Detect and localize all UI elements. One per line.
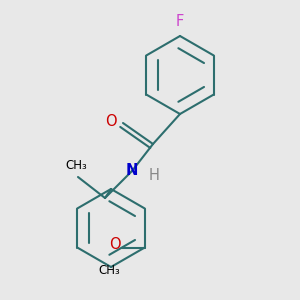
Text: F: F <box>176 14 184 28</box>
Text: CH₃: CH₃ <box>98 264 120 277</box>
Text: O: O <box>109 237 121 252</box>
Text: N: N <box>126 164 138 178</box>
Text: CH₃: CH₃ <box>66 160 87 172</box>
Text: O: O <box>105 114 116 129</box>
Text: H: H <box>148 168 159 183</box>
